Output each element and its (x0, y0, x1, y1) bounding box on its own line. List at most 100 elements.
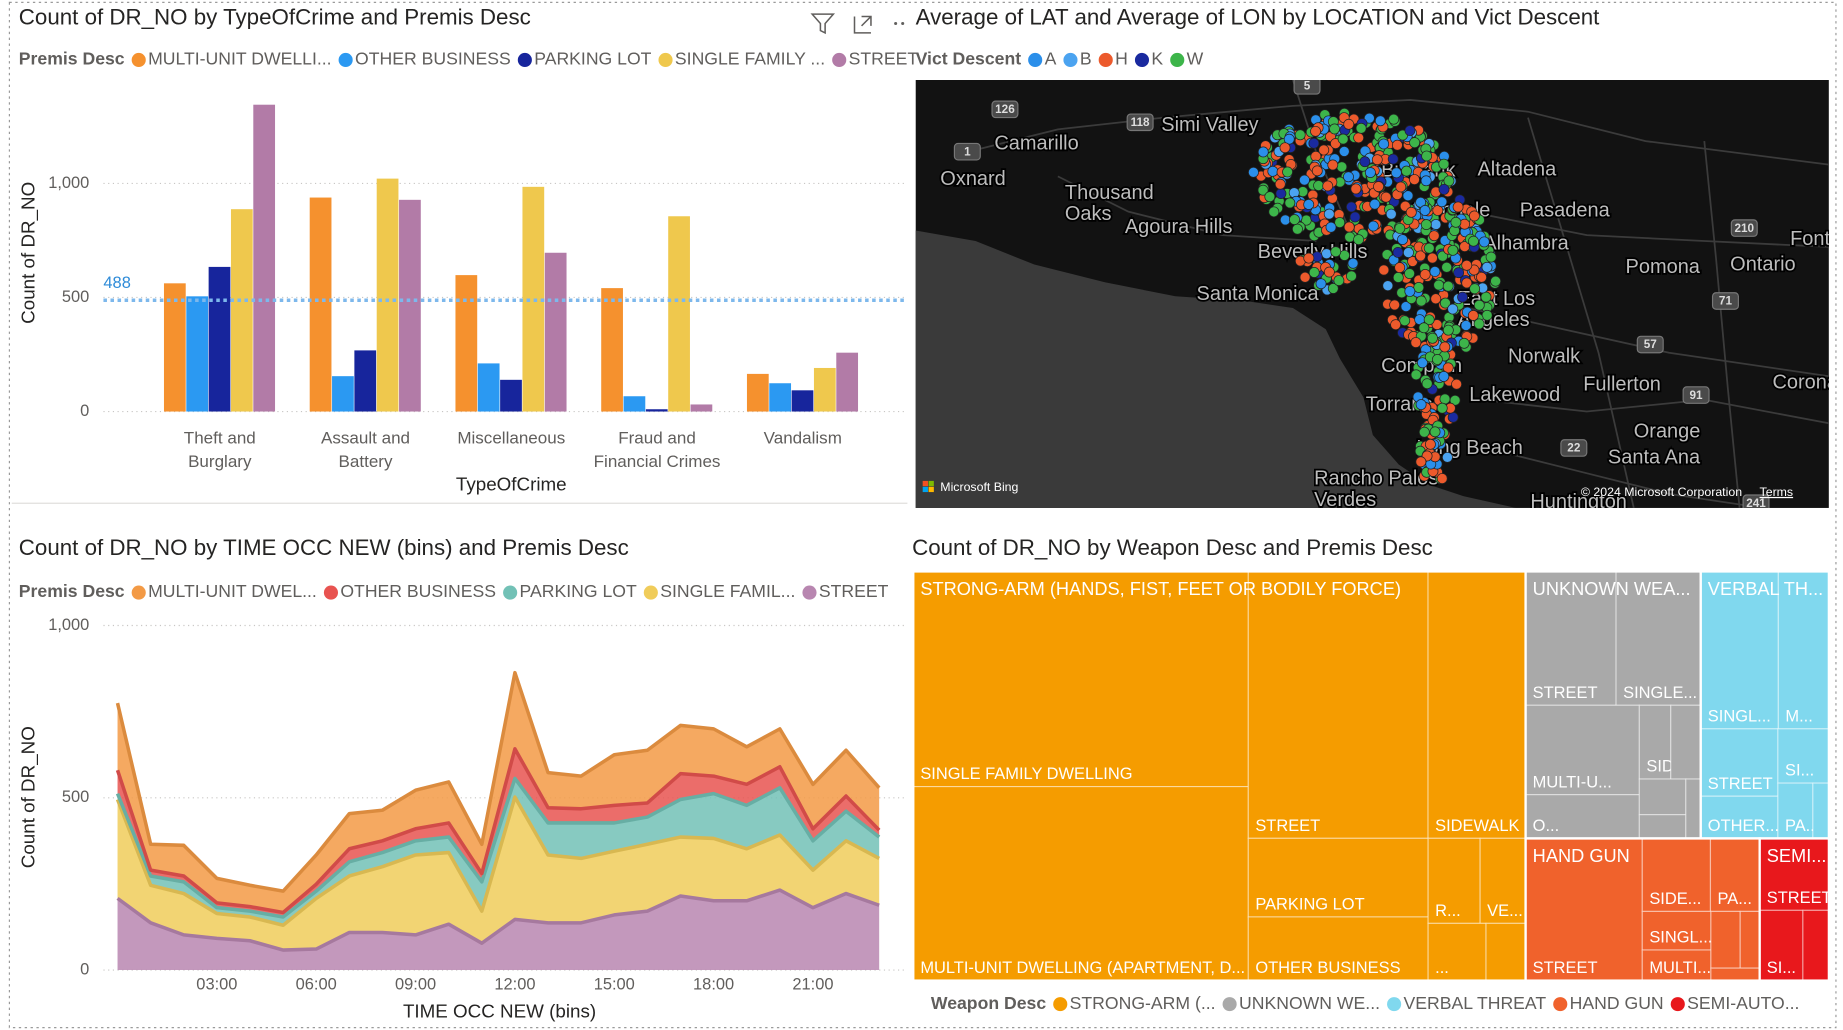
bar (791, 390, 814, 412)
map-point (1404, 268, 1415, 279)
visual-header-icons[interactable] (810, 13, 905, 35)
bar (668, 216, 690, 412)
treemap-tile (1812, 782, 1830, 840)
map-point (1330, 246, 1342, 258)
legend-marker (802, 585, 817, 600)
map-point (1438, 183, 1450, 195)
focus-icon[interactable] (853, 15, 872, 34)
map-point (1282, 166, 1293, 178)
map-point (1387, 153, 1399, 165)
map-point (1294, 129, 1306, 141)
map-point (1308, 267, 1320, 278)
map-point (1325, 221, 1337, 233)
map-point (1461, 277, 1473, 289)
y-tick-label: 0 (80, 960, 89, 978)
bar (746, 373, 769, 412)
legend-title: Premis Desc (19, 49, 125, 69)
map-point (1334, 217, 1346, 228)
legend-marker (1387, 997, 1402, 1012)
bar (645, 409, 668, 412)
legend-marker (517, 52, 532, 68)
highway-shield (1730, 219, 1758, 237)
map-point (1438, 371, 1450, 382)
map-point (1248, 166, 1259, 178)
legend-marker (1170, 52, 1185, 68)
highway-shield (1560, 439, 1588, 457)
treemap-tile (1709, 837, 1761, 913)
map-point (1392, 246, 1404, 258)
x-tick-label: Assault and Battery (321, 428, 410, 471)
map-point (1458, 337, 1470, 349)
area (117, 672, 880, 913)
map-place-label: Altadena (1477, 159, 1557, 181)
x-tick-label: 06:00 (296, 976, 337, 994)
highway-shield (1682, 386, 1710, 404)
treemap-group-label: STRONG-ARM (HANDS, FIST, FEET OR BODILY … (920, 579, 1401, 599)
filter-icon[interactable] (810, 13, 836, 35)
map-point (1394, 262, 1406, 274)
treemap-tile (1247, 837, 1429, 918)
legend-marker (1670, 997, 1685, 1012)
treemap-tile-label: MULTI-U... (1533, 773, 1612, 791)
treemap-tile-label: SINGL... (1649, 929, 1712, 947)
legend-label: PARKING LOT (520, 581, 637, 601)
area (117, 748, 880, 917)
map-point (1284, 197, 1296, 209)
map-point (1420, 219, 1432, 230)
bar (544, 252, 567, 412)
map-point (1400, 301, 1412, 313)
map-point (1415, 295, 1427, 307)
map-point (1303, 252, 1315, 264)
map-point (1313, 180, 1324, 191)
treemap-tile-label: SINGL... (1708, 707, 1771, 725)
map-point (1409, 137, 1421, 149)
map-point (1299, 174, 1310, 186)
map-point (1264, 191, 1276, 203)
map-point (1303, 199, 1315, 210)
map-point (1371, 154, 1383, 166)
map-point (1429, 266, 1441, 277)
legend-label: OTHER BUSINESS (355, 49, 511, 69)
treemap-group (1758, 837, 1831, 982)
map-place-label: Fontana (1790, 228, 1843, 250)
x-tick-label: 15:00 (594, 976, 635, 994)
treemap-group-label: UNKNOWN WEA... (1533, 579, 1691, 599)
bar (769, 383, 792, 412)
map-point (1353, 132, 1365, 144)
treemap-tile (1802, 909, 1830, 982)
map-point (1490, 275, 1502, 287)
x-tick-label: Miscellaneous (457, 428, 565, 447)
bar (332, 376, 354, 412)
map-place-label: Agoura Hills (1125, 216, 1233, 238)
map-point (1380, 191, 1392, 203)
x-tick-label: 21:00 (792, 976, 833, 994)
map-point (1433, 279, 1445, 291)
map-point (1419, 205, 1431, 216)
map-place-label: Huntington Beach (1530, 492, 1627, 535)
map-terms[interactable]: Terms (1760, 485, 1794, 499)
map-point (1476, 271, 1487, 283)
map-place-label: Oxnard (940, 168, 1005, 190)
y-tick-label: 1,000 (48, 174, 89, 192)
treemap-tile (1638, 778, 1687, 816)
map-point (1431, 354, 1443, 365)
more-icon[interactable] (894, 21, 898, 26)
map-point (1283, 133, 1295, 145)
map-point (1452, 201, 1464, 213)
treemap-tile-label: O... (1533, 817, 1559, 835)
map-point (1346, 270, 1357, 282)
chart-title: Average of LAT and Average of LON by LOC… (916, 5, 1601, 30)
legend-label: UNKNOWN WE... (1239, 993, 1380, 1013)
map-point (1438, 158, 1450, 170)
map-point (1274, 178, 1286, 190)
map-point (1441, 261, 1453, 273)
more-icon[interactable] (901, 21, 905, 26)
highway-shield (1742, 494, 1770, 508)
map[interactable]: Simi Valley Camarillo Oxnard Thousand OaksAg… (915, 78, 1843, 535)
legend-marker (658, 52, 673, 68)
legend-label: K (1151, 49, 1163, 69)
map-point (1355, 122, 1367, 134)
map-point (1323, 266, 1335, 278)
map-point (1481, 261, 1493, 273)
bar (399, 199, 421, 412)
